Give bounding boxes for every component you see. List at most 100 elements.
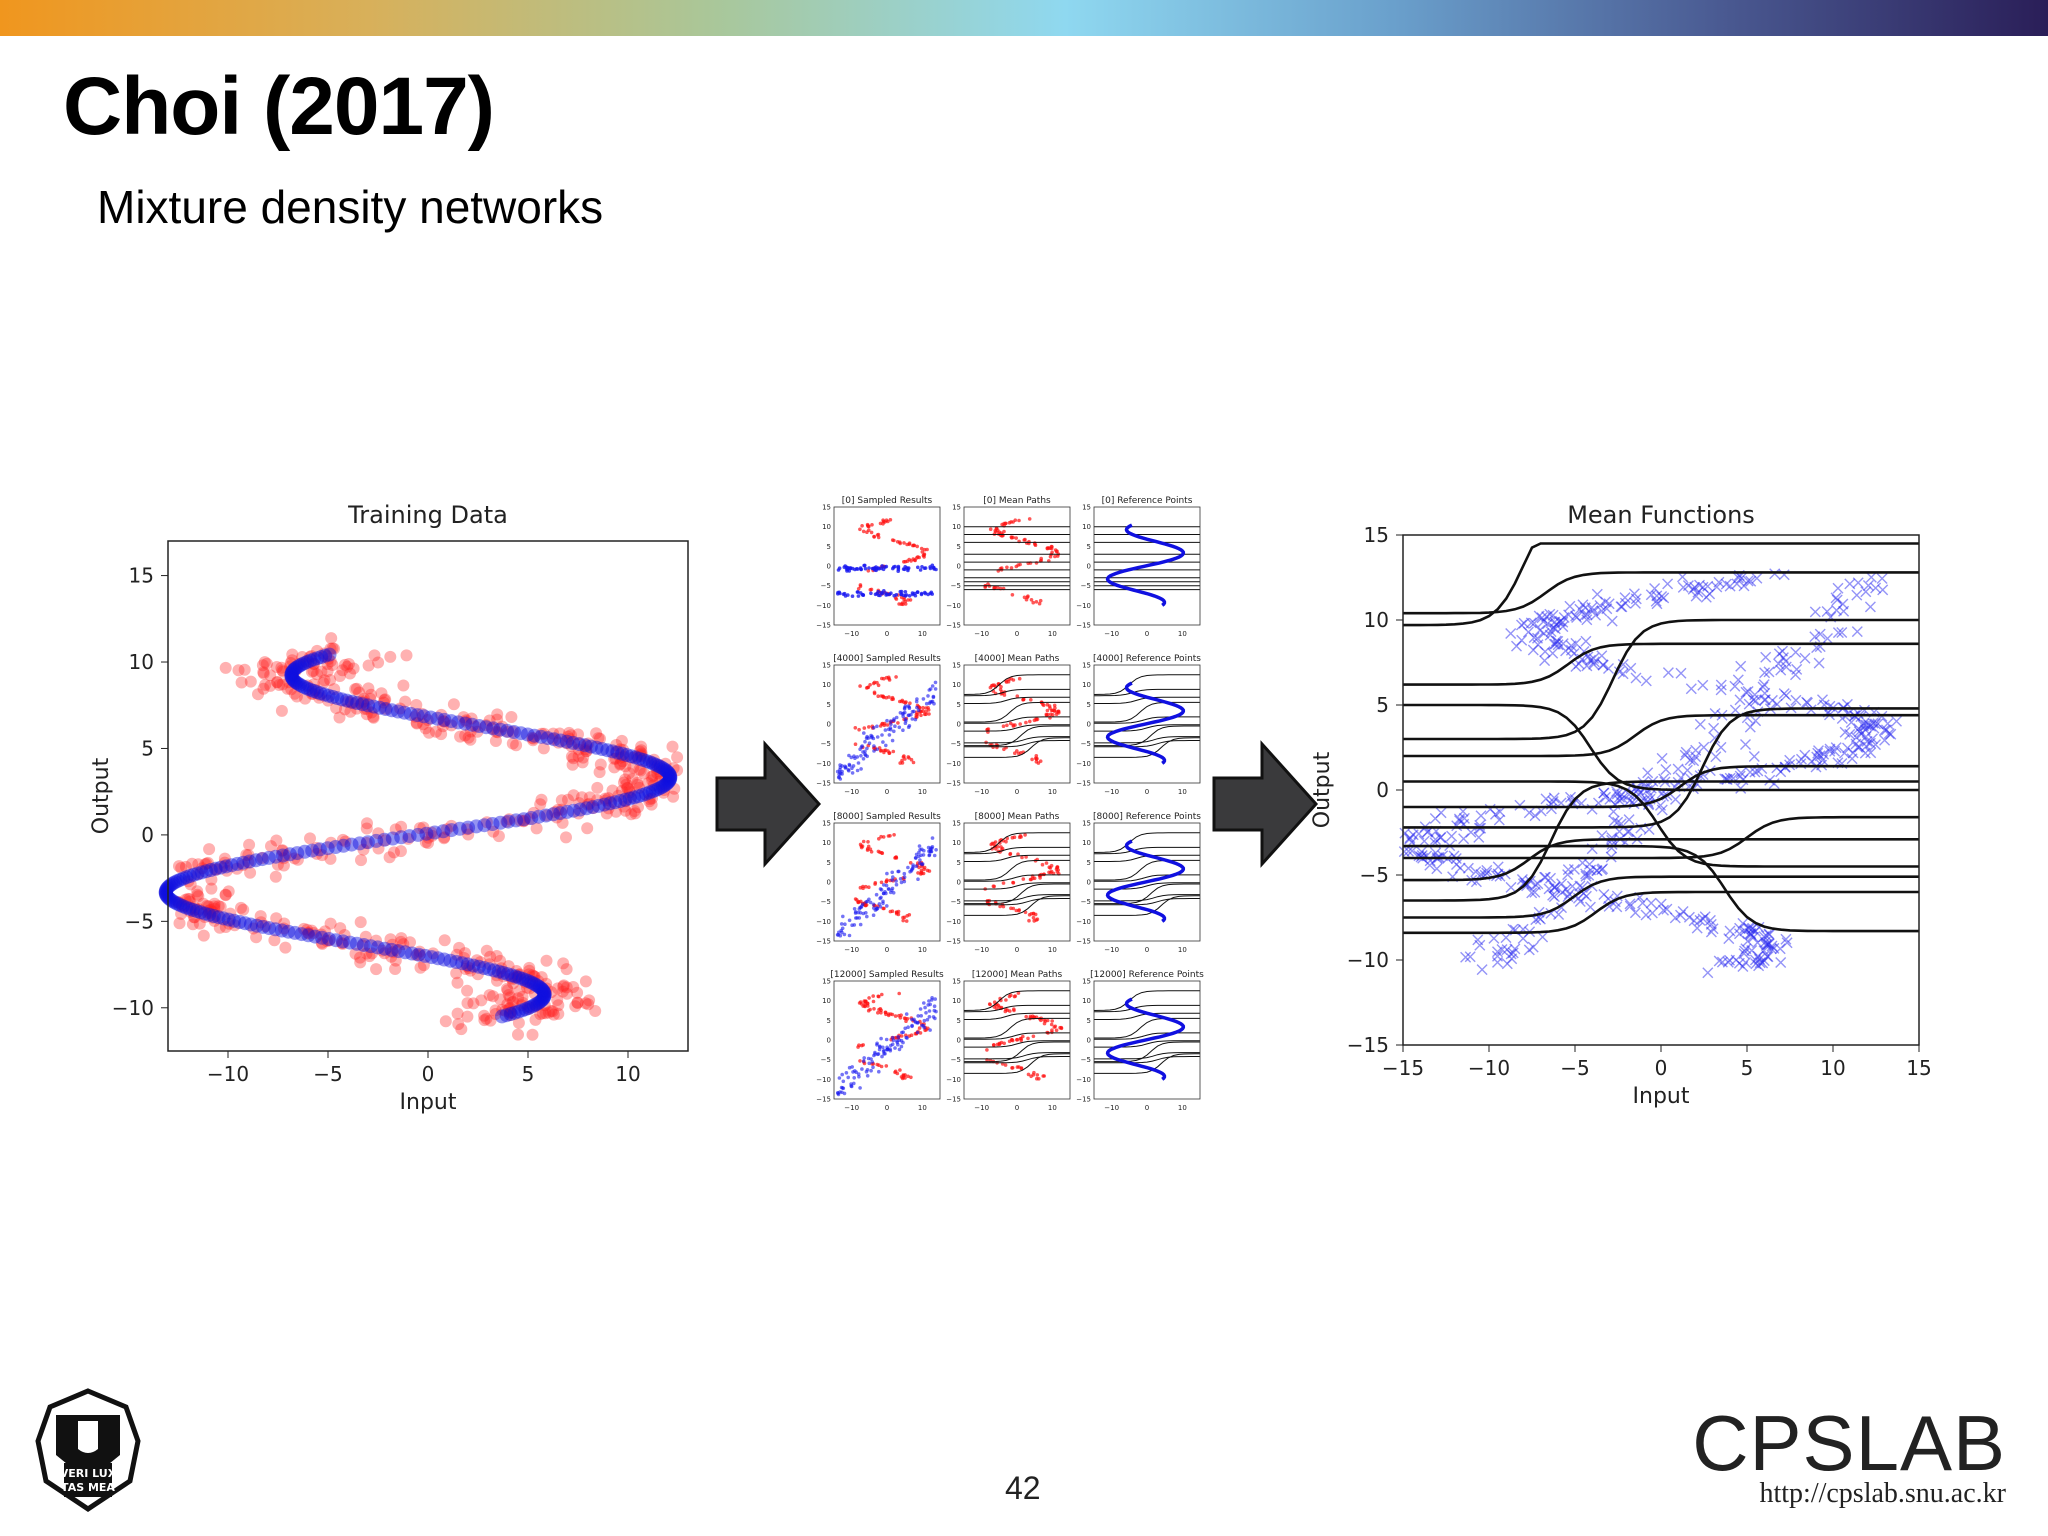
data-point	[653, 765, 666, 778]
data-point	[182, 875, 195, 888]
panel-y-tick: −5	[951, 740, 961, 748]
x-tick-label: −10	[207, 1062, 249, 1086]
curve-point	[537, 986, 552, 1001]
curve-point	[285, 664, 300, 679]
sample-point	[1018, 722, 1022, 726]
data-point	[614, 758, 627, 771]
model-sample	[906, 566, 911, 570]
lab-url[interactable]: http://cpslab.snu.ac.kr	[1759, 1478, 2006, 1509]
model-sample	[852, 907, 857, 911]
sample-marker	[1625, 662, 1637, 674]
sample-marker	[1601, 603, 1613, 615]
sample-point	[879, 851, 884, 855]
curve-point	[284, 665, 299, 680]
sample-marker	[1759, 687, 1771, 699]
data-point	[437, 715, 450, 728]
sample-marker	[1505, 628, 1517, 639]
model-sample	[892, 729, 896, 734]
data-point	[576, 756, 589, 769]
curve-point	[350, 696, 365, 710]
data-point	[323, 934, 336, 947]
mean-path	[1094, 1004, 1200, 1013]
model-sample	[869, 591, 873, 596]
data-point	[208, 900, 221, 913]
model-samples	[835, 680, 938, 781]
data-point	[439, 1015, 452, 1028]
data-point	[629, 807, 642, 820]
data-point	[212, 910, 225, 923]
data-point	[571, 986, 584, 999]
model-sample	[847, 763, 852, 768]
mean-path	[1094, 1032, 1200, 1040]
panel-y-tick: 10	[1082, 997, 1091, 1005]
sample-marker	[1813, 657, 1825, 669]
curve-point	[186, 867, 201, 882]
sample-marker	[1869, 718, 1881, 730]
model-sample	[841, 1079, 846, 1084]
model-sample	[923, 1005, 927, 1010]
data-point	[192, 868, 204, 881]
data-point	[623, 767, 636, 780]
data-point	[461, 823, 474, 836]
sample-marker	[1669, 912, 1681, 924]
model-sample	[925, 1017, 930, 1022]
curve-point	[391, 944, 406, 959]
data-point	[389, 954, 402, 967]
model-sample	[867, 1061, 871, 1066]
sample-point	[919, 546, 924, 551]
data-point	[526, 975, 538, 988]
model-sample	[930, 836, 935, 840]
panel-y-tick: 10	[822, 681, 831, 689]
data-point	[203, 907, 216, 919]
sample-point	[1002, 529, 1006, 534]
reference-curve	[1105, 681, 1186, 765]
sample-marker	[1842, 742, 1853, 754]
sample-point	[1050, 708, 1055, 713]
panel-y-tick: −5	[1081, 740, 1091, 748]
model-sample	[910, 717, 915, 721]
sample-point	[1034, 754, 1039, 758]
data-point	[623, 786, 636, 799]
sample-point	[867, 885, 871, 889]
mean-path	[1403, 780, 1919, 868]
sample-marker	[1556, 886, 1568, 898]
model-sample	[863, 753, 868, 757]
curve-point	[663, 772, 677, 787]
model-sample	[849, 755, 854, 760]
sample-point	[991, 1043, 996, 1047]
panel-x-tick: 0	[885, 946, 889, 954]
model-sample	[899, 1044, 904, 1049]
sample-marker	[1629, 907, 1641, 919]
data-point	[315, 928, 328, 941]
curve-point	[377, 941, 392, 956]
curve-point	[653, 780, 668, 795]
model-sample	[883, 728, 888, 732]
data-point	[580, 745, 593, 758]
panel-title: [8000] Reference Points	[1093, 812, 1201, 822]
data-point	[540, 809, 553, 822]
data-point	[506, 996, 519, 1009]
sample-point	[1055, 710, 1059, 714]
sample-marker	[1720, 578, 1732, 590]
sample-point	[1028, 719, 1032, 724]
sample-point	[1050, 1019, 1054, 1023]
sample-marker	[1745, 929, 1757, 941]
panel-y-tick: −5	[821, 898, 831, 906]
model-sample	[916, 708, 921, 713]
data-point	[389, 943, 402, 956]
panel-y-tick: −5	[1081, 1056, 1091, 1064]
curve-point	[661, 774, 676, 789]
curve-point	[227, 913, 241, 928]
curve-point	[317, 687, 332, 702]
sample-marker	[1619, 592, 1631, 604]
data-point	[315, 936, 328, 949]
panel-y-tick: 10	[952, 523, 961, 531]
mean-path	[1094, 883, 1200, 905]
brand-name: CPSLAB	[1692, 1399, 2006, 1487]
y-tick-label: 5	[141, 736, 154, 760]
data-point	[619, 760, 632, 773]
sample-marker	[1716, 956, 1728, 968]
data-point	[359, 930, 372, 943]
data-point	[634, 764, 647, 777]
mean-path	[1093, 990, 1200, 1011]
